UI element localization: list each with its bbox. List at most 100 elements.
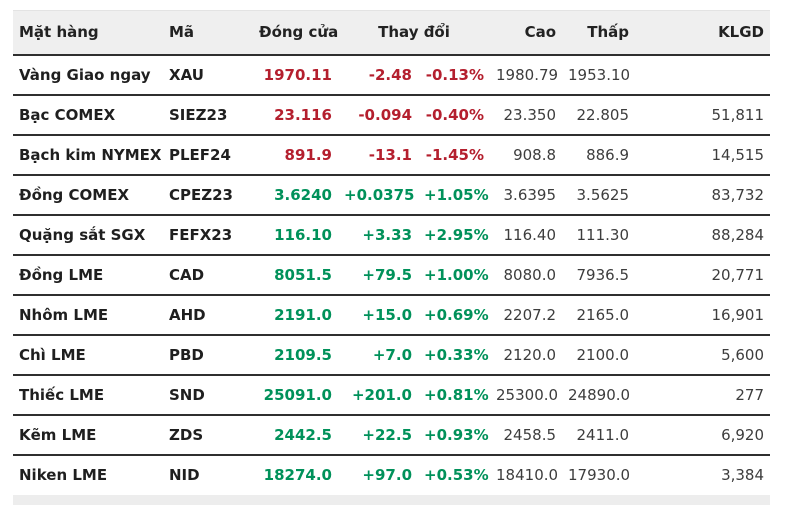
col-header-close: Đóng cửa [253, 10, 338, 56]
commodity-code: SIEZ23 [163, 94, 253, 136]
table-header: Mặt hàng Mã Đóng cửa Thay đổi Cao Thấp K… [13, 10, 771, 56]
table-row[interactable]: Đồng LME CAD 8051.5 +79.5 +1.00% 8080.0 … [13, 254, 771, 296]
change-value: +201.0 [338, 374, 418, 416]
change-value: +97.0 [362, 466, 412, 484]
low-price: 22.805 [562, 94, 636, 136]
close-price: 3.6240 [253, 174, 338, 216]
commodity-code: ZDS [163, 414, 253, 456]
commodity-table: Mặt hàng Mã Đóng cửa Thay đổi Cao Thấp K… [13, 10, 771, 495]
high-price: 25300.0 [490, 374, 563, 416]
high-price: 2458.5 [490, 414, 563, 456]
commodity-code: CAD [163, 254, 253, 296]
change-value: +7.0 [338, 334, 418, 376]
table-row[interactable]: Bạc COMEX SIEZ23 23.116 -0.094 -0.40% 23… [13, 94, 771, 136]
commodity-name: Thiếc LME [13, 374, 163, 416]
change-percent: +2.95% [418, 214, 491, 256]
table-row[interactable]: Niken LME NID 18274.0 +97.0 +0.53% 18410… [13, 455, 770, 495]
table-row[interactable]: Thiếc LME SND 25091.0 +201.0 +0.81% 2530… [13, 374, 771, 416]
change-percent: -0.13% [418, 54, 491, 96]
high-price: 116.40 [490, 214, 563, 256]
change-percent: -1.45% [418, 134, 491, 176]
high-price: 18410.0 [496, 466, 559, 484]
volume: 277 [635, 374, 771, 416]
change-percent: +1.00% [418, 254, 491, 296]
volume: 3,384 [721, 466, 765, 484]
low-price: 2100.0 [562, 334, 636, 376]
table-row[interactable]: Bạch kim NYMEX PLEF24 891.9 -13.1 -1.45%… [13, 134, 771, 176]
commodity-code: CPEZ23 [163, 174, 253, 216]
close-price: 8051.5 [253, 254, 338, 296]
close-price: 891.9 [253, 134, 338, 176]
volume: 6,920 [635, 414, 771, 456]
change-value: +0.0375 [338, 174, 418, 216]
commodity-code: PBD [163, 334, 253, 376]
close-price: 18274.0 [263, 466, 332, 484]
high-price: 2207.2 [490, 294, 563, 336]
commodity-name: Vàng Giao ngay [13, 54, 163, 96]
high-price: 23.350 [490, 94, 563, 136]
high-price: 1980.79 [490, 54, 563, 96]
table-row[interactable]: Chì LME PBD 2109.5 +7.0 +0.33% 2120.0 21… [13, 334, 771, 376]
table-row[interactable]: Đồng COMEX CPEZ23 3.6240 +0.0375 +1.05% … [13, 174, 771, 216]
change-percent: -0.40% [418, 94, 491, 136]
commodity-name: Bạch kim NYMEX [13, 134, 163, 176]
close-price: 23.116 [253, 94, 338, 136]
col-header-volume: KLGD [635, 10, 771, 56]
col-header-change: Thay đổi [338, 10, 491, 56]
change-value: +79.5 [338, 254, 418, 296]
col-header-item: Mặt hàng [13, 10, 163, 56]
commodity-name: Đồng COMEX [13, 174, 163, 216]
change-percent: +0.53% [424, 466, 489, 484]
commodity-code: FEFX23 [163, 214, 253, 256]
high-price: 3.6395 [490, 174, 563, 216]
volume: 14,515 [635, 134, 771, 176]
low-price: 1953.10 [562, 54, 636, 96]
commodity-code: SND [163, 374, 253, 416]
change-percent: +1.05% [418, 174, 491, 216]
volume: 20,771 [635, 254, 771, 296]
close-price: 2442.5 [253, 414, 338, 456]
table-row[interactable]: Kẽm LME ZDS 2442.5 +22.5 +0.93% 2458.5 2… [13, 414, 771, 456]
change-percent: +0.33% [418, 334, 491, 376]
change-percent: +0.81% [418, 374, 491, 416]
commodity-name: Quặng sắt SGX [13, 214, 163, 256]
commodity-name: Kẽm LME [13, 414, 163, 456]
commodity-code: PLEF24 [163, 134, 253, 176]
table-row[interactable]: Vàng Giao ngay XAU 1970.11 -2.48 -0.13% … [13, 54, 771, 96]
change-percent: +0.93% [418, 414, 491, 456]
low-price: 7936.5 [562, 254, 636, 296]
volume: 83,732 [635, 174, 771, 216]
col-header-high: Cao [490, 10, 563, 56]
close-price: 25091.0 [253, 374, 338, 416]
volume [635, 54, 771, 96]
high-price: 908.8 [490, 134, 563, 176]
low-price: 886.9 [562, 134, 636, 176]
volume: 51,811 [635, 94, 771, 136]
next-section-strip [13, 494, 770, 505]
commodity-name: Chì LME [13, 334, 163, 376]
table-body: Vàng Giao ngay XAU 1970.11 -2.48 -0.13% … [13, 54, 771, 495]
change-value: -13.1 [338, 134, 418, 176]
volume: 16,901 [635, 294, 771, 336]
col-header-low: Thấp [562, 10, 636, 56]
change-value: +15.0 [338, 294, 418, 336]
high-price: 8080.0 [490, 254, 563, 296]
commodity-name: Bạc COMEX [13, 94, 163, 136]
table-row[interactable]: Nhôm LME AHD 2191.0 +15.0 +0.69% 2207.2 … [13, 294, 771, 336]
table-row[interactable]: Quặng sắt SGX FEFX23 116.10 +3.33 +2.95%… [13, 214, 771, 256]
high-price: 2120.0 [490, 334, 563, 376]
change-value: +22.5 [338, 414, 418, 456]
low-price: 2165.0 [562, 294, 636, 336]
change-value: -2.48 [338, 54, 418, 96]
change-percent: +0.69% [418, 294, 491, 336]
col-header-code: Mã [163, 10, 253, 56]
commodity-code: AHD [163, 294, 253, 336]
volume: 5,600 [635, 334, 771, 376]
close-price: 2191.0 [253, 294, 338, 336]
low-price: 111.30 [562, 214, 636, 256]
close-price: 116.10 [253, 214, 338, 256]
low-price: 3.5625 [562, 174, 636, 216]
header-row: Mặt hàng Mã Đóng cửa Thay đổi Cao Thấp K… [13, 10, 771, 56]
low-price: 24890.0 [562, 374, 636, 416]
change-value: +3.33 [338, 214, 418, 256]
